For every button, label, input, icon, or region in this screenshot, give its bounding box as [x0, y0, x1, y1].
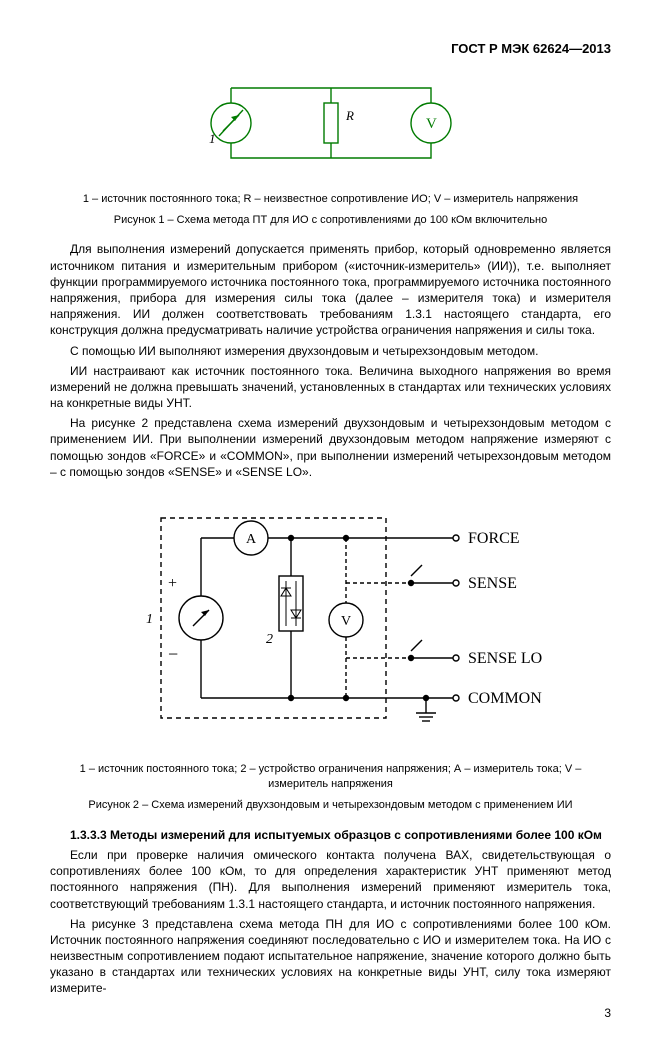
- figure-1-caption: Рисунок 1 – Схема метода ПТ для ИО с соп…: [50, 213, 611, 228]
- fig1-label-r: R: [345, 108, 354, 123]
- fig2-senselo: SENSE LO: [468, 650, 542, 667]
- page-number: 3: [50, 1005, 611, 1021]
- paragraph: На рисунке 3 представлена схема метода П…: [50, 916, 611, 997]
- figure-1: 1 R V: [50, 68, 611, 182]
- figure-2: A V + − 1 2 FORCE SENSE SENSE LO COMMON: [50, 488, 611, 752]
- paragraph: Если при проверке наличия омического кон…: [50, 847, 611, 912]
- fig2-minus: −: [168, 644, 178, 664]
- figure-2-legend: 1 – источник постоянного тока; 2 – устро…: [50, 762, 611, 792]
- fig2-sense: SENSE: [468, 575, 517, 592]
- figure-2-caption: Рисунок 2 – Схема измерений двухзондовым…: [50, 798, 611, 813]
- section-title: 1.3.3.3 Методы измерений для испытуемых …: [50, 827, 611, 843]
- paragraph: На рисунке 2 представлена схема измерени…: [50, 415, 611, 480]
- fig2-label-2: 2: [266, 632, 273, 647]
- fig2-label-v: V: [341, 614, 351, 629]
- figure-1-legend: 1 – источник постоянного тока; R – неизв…: [50, 192, 611, 207]
- fig1-label-v: V: [426, 116, 437, 132]
- fig1-label-1: 1: [209, 131, 216, 146]
- fig2-plus: +: [168, 575, 177, 592]
- fig2-label-a: A: [246, 532, 257, 547]
- doc-header: ГОСТ Р МЭК 62624—2013: [50, 40, 611, 58]
- paragraph: Для выполнения измерений допускается при…: [50, 241, 611, 338]
- paragraph: ИИ настраивают как источник постоянного …: [50, 363, 611, 412]
- paragraph: С помощью ИИ выполняют измерения двухзон…: [50, 343, 611, 359]
- fig2-common: COMMON: [468, 690, 542, 707]
- fig2-label-1: 1: [146, 612, 153, 627]
- fig2-force: FORCE: [468, 530, 520, 547]
